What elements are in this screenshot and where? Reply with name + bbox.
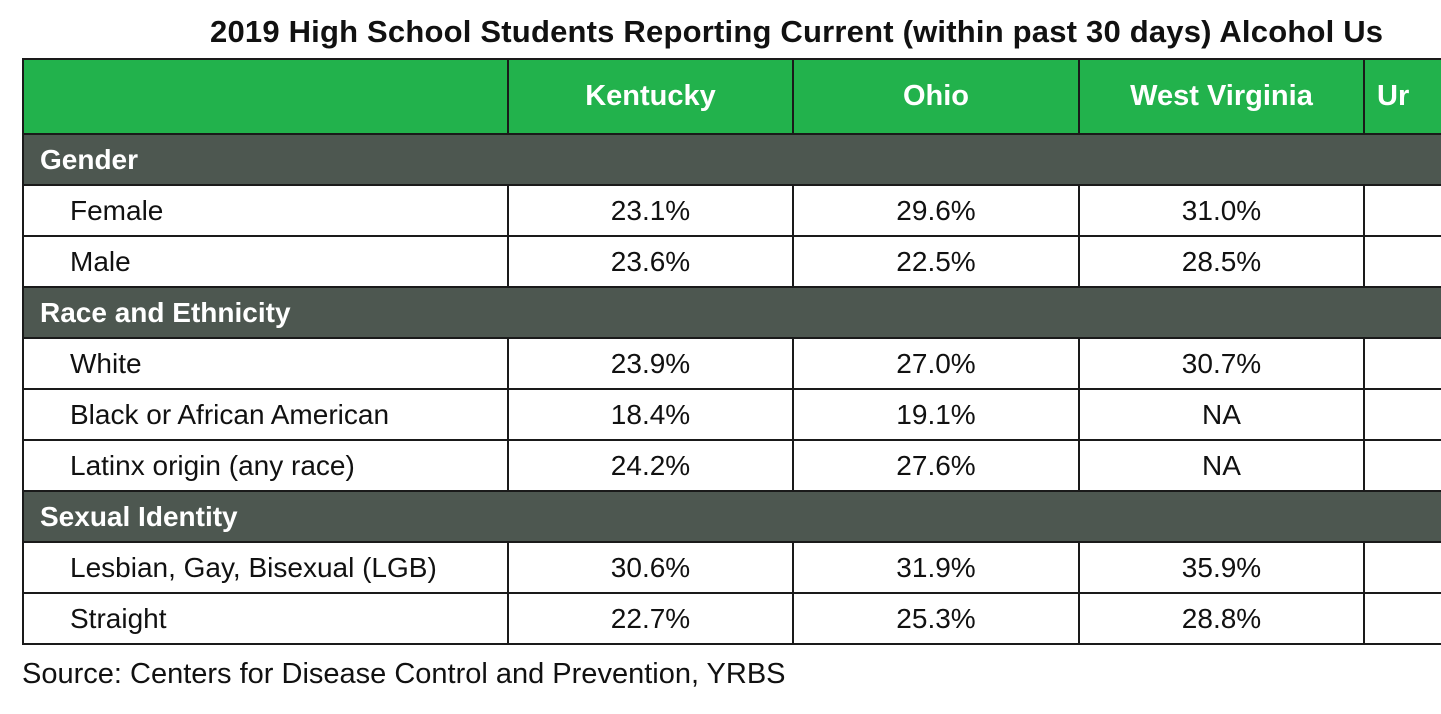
section-label: Gender — [22, 133, 1441, 186]
section-row-race-ethnicity: Race and Ethnicity — [22, 286, 1441, 339]
cell-value: 27.0% — [792, 337, 1080, 390]
table-row: White 23.9% 27.0% 30.7% — [22, 337, 1441, 390]
cell-value: 18.4% — [507, 388, 794, 441]
table-row: Lesbian, Gay, Bisexual (LGB) 30.6% 31.9%… — [22, 541, 1441, 594]
cell-value: 24.2% — [507, 439, 794, 492]
cell-value: 25.3% — [792, 592, 1080, 645]
cell-value: 28.8% — [1078, 592, 1365, 645]
cell-value: 30.7% — [1078, 337, 1365, 390]
header-cell-west-virginia: West Virginia — [1078, 58, 1365, 135]
cell-value — [1363, 184, 1441, 237]
cell-value: 19.1% — [792, 388, 1080, 441]
header-cell-kentucky: Kentucky — [507, 58, 794, 135]
cell-value: 22.5% — [792, 235, 1080, 288]
data-table: Kentucky Ohio West Virginia Ur Gender Fe… — [22, 58, 1441, 645]
table-row: Male 23.6% 22.5% 28.5% — [22, 235, 1441, 288]
cell-value: 35.9% — [1078, 541, 1365, 594]
row-label: White — [22, 337, 509, 390]
table-row: Straight 22.7% 25.3% 28.8% — [22, 592, 1441, 645]
row-label: Male — [22, 235, 509, 288]
row-label: Female — [22, 184, 509, 237]
table-title: 2019 High School Students Reporting Curr… — [210, 14, 1384, 49]
cell-value: 22.7% — [507, 592, 794, 645]
cell-value: 23.1% — [507, 184, 794, 237]
source-note: Source: Centers for Disease Control and … — [22, 658, 786, 690]
cell-value — [1363, 541, 1441, 594]
cell-value — [1363, 388, 1441, 441]
cell-value: 28.5% — [1078, 235, 1365, 288]
header-cell-category — [22, 58, 509, 135]
cell-value: 29.6% — [792, 184, 1080, 237]
table-row: Black or African American 18.4% 19.1% NA — [22, 388, 1441, 441]
cell-value: 31.9% — [792, 541, 1080, 594]
section-row-gender: Gender — [22, 133, 1441, 186]
table-body: Gender Female 23.1% 29.6% 31.0% Male 23.… — [22, 133, 1441, 645]
cell-value — [1363, 592, 1441, 645]
table-row: Latinx origin (any race) 24.2% 27.6% NA — [22, 439, 1441, 492]
cell-value — [1363, 439, 1441, 492]
row-label: Latinx origin (any race) — [22, 439, 509, 492]
cell-value: 30.6% — [507, 541, 794, 594]
row-label: Straight — [22, 592, 509, 645]
cell-value — [1363, 337, 1441, 390]
header-cell-ohio: Ohio — [792, 58, 1080, 135]
row-label: Black or African American — [22, 388, 509, 441]
header-cell-united-states: Ur — [1363, 58, 1441, 135]
cell-value — [1363, 235, 1441, 288]
section-row-sexual-identity: Sexual Identity — [22, 490, 1441, 543]
header-row: Kentucky Ohio West Virginia Ur — [22, 58, 1441, 135]
cell-value: 27.6% — [792, 439, 1080, 492]
cell-value: 23.6% — [507, 235, 794, 288]
cell-value: NA — [1078, 439, 1365, 492]
cell-value: NA — [1078, 388, 1365, 441]
cell-value: 31.0% — [1078, 184, 1365, 237]
section-label: Race and Ethnicity — [22, 286, 1441, 339]
row-label: Lesbian, Gay, Bisexual (LGB) — [22, 541, 509, 594]
cell-value: 23.9% — [507, 337, 794, 390]
table-row: Female 23.1% 29.6% 31.0% — [22, 184, 1441, 237]
section-label: Sexual Identity — [22, 490, 1441, 543]
